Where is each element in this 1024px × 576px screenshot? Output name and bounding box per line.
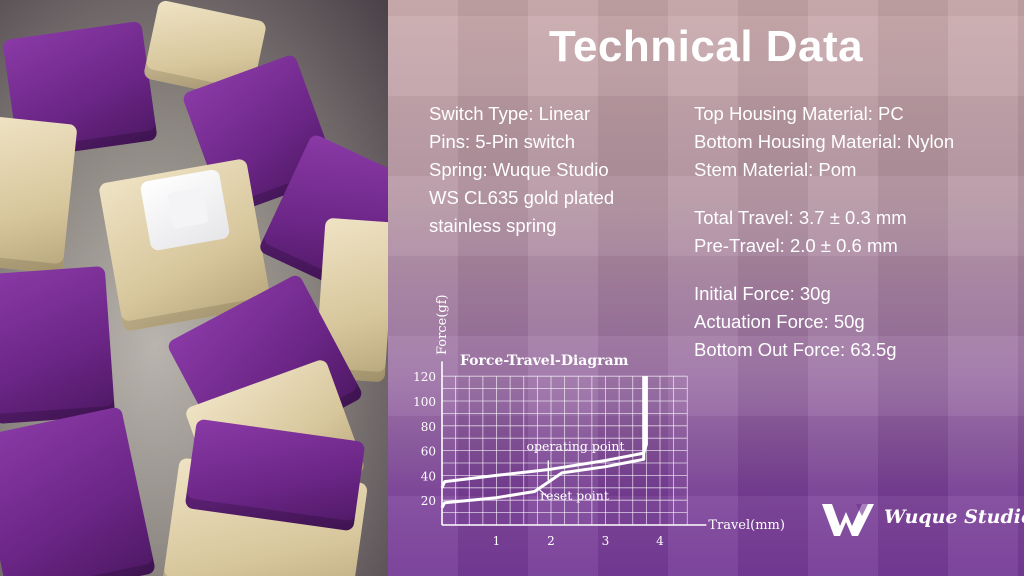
- spec-pre-travel: Pre-Travel: 2.0 ± 0.6 mm: [694, 235, 898, 256]
- y-tick-label: 60: [421, 445, 436, 459]
- specs-right-column: Top Housing Material: PC Bottom Housing …: [694, 100, 1014, 364]
- spec-switch-type: Switch Type: Linear: [429, 103, 591, 124]
- spec-bottom-housing: Bottom Housing Material: Nylon: [694, 131, 955, 152]
- force-curve: [440, 376, 646, 509]
- x-tick-label: 3: [602, 534, 610, 548]
- switch-stem: [167, 187, 209, 229]
- wuque-wq-logo-icon: [822, 504, 874, 536]
- force-travel-chart: 120 100 80 60 40 20 1 2 3 4 Force-Travel-Diagram Fo…: [413, 294, 785, 548]
- switch-purple: [0, 265, 116, 425]
- spec-pins: Pins: 5-Pin switch: [429, 131, 575, 152]
- brand-logo: Wuque Studio: [822, 498, 1024, 542]
- spec-spring-line-3: stainless spring: [429, 215, 557, 236]
- chart-axes: [441, 361, 707, 526]
- chart-grid: [442, 375, 688, 525]
- y-tick-label: 80: [421, 420, 436, 434]
- spec-bottom-out-force: Bottom Out Force: 63.5g: [694, 339, 897, 360]
- switch-cream: [0, 115, 78, 275]
- switch-photo: [0, 0, 388, 576]
- specs-left-column: Switch Type: Linear Pins: 5-Pin switch S…: [429, 100, 679, 240]
- technical-data-panel: Technical Data Switch Type: Linear Pins:…: [388, 0, 1024, 576]
- brand-name: Wuque Studio: [884, 506, 1024, 528]
- x-tick-label: 2: [547, 534, 555, 548]
- y-tick-label: 20: [421, 494, 436, 508]
- annotation-operating-point: operating point: [526, 439, 624, 454]
- switch-purple: [0, 406, 157, 576]
- spec-total-travel: Total Travel: 3.7 ± 0.3 mm: [694, 207, 907, 228]
- spec-spring-line-2: WS CL635 gold plated: [429, 187, 615, 208]
- y-tick-label: 100: [413, 395, 436, 409]
- force-travel-diagram: 120 100 80 60 40 20 1 2 3 4 Force-Travel-Diagram Fo…: [410, 285, 790, 560]
- panel-background: [388, 0, 1024, 576]
- reset-point-pointer: [536, 487, 549, 499]
- chart-labels: 120 100 80 60 40 20 1 2 3 4 Force-Travel-Diagram Fo…: [413, 294, 785, 548]
- x-axis-label: Travel(mm): [708, 518, 785, 533]
- y-tick-label: 40: [421, 469, 436, 483]
- chart-lines: [440, 376, 648, 509]
- force-curve: [440, 376, 648, 489]
- page-title: Technical Data: [548, 22, 864, 71]
- y-axis-label: Force(gf): [435, 294, 450, 355]
- annotation-reset-point: reset point: [540, 488, 609, 503]
- x-tick-label: 4: [656, 534, 664, 548]
- spec-actuation-force: Actuation Force: 50g: [694, 311, 865, 332]
- spec-spring-line-1: Spring: Wuque Studio: [429, 159, 609, 180]
- y-tick-label: 120: [413, 370, 436, 384]
- spec-initial-force: Initial Force: 30g: [694, 283, 831, 304]
- spec-stem: Stem Material: Pom: [694, 159, 857, 180]
- x-tick-label: 1: [493, 534, 501, 548]
- chart-title: Force-Travel-Diagram: [460, 353, 629, 369]
- spec-top-housing: Top Housing Material: PC: [694, 103, 904, 124]
